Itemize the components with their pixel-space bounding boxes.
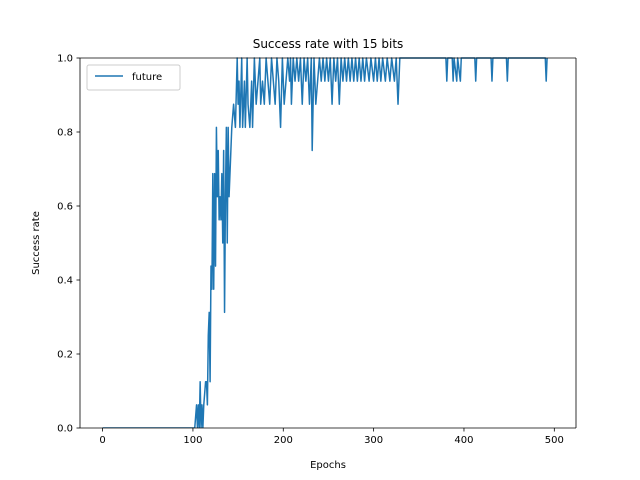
- axes-layer: [79, 57, 577, 429]
- y-axis-label: Success rate: [31, 211, 42, 275]
- y-ticks: 0.0 0.2 0.4 0.6 0.8 1.0: [57, 54, 80, 435]
- y-tick-label: 0.8: [57, 128, 73, 139]
- y-tick-label: 0.6: [57, 202, 73, 213]
- x-tick-label: 300: [364, 435, 383, 446]
- x-ticks: 0 100 200 300 400 500: [99, 428, 564, 446]
- x-axis-label: Epochs: [310, 460, 346, 471]
- y-tick-label: 0.0: [57, 424, 73, 435]
- series-line-future: [102, 57, 548, 428]
- y-tick-label: 0.4: [57, 276, 73, 287]
- x-tick-label: 400: [454, 435, 473, 446]
- x-tick-label: 0: [99, 435, 105, 446]
- x-tick-label: 100: [183, 435, 202, 446]
- y-tick-label: 0.2: [57, 350, 73, 361]
- x-tick-label: 500: [545, 435, 564, 446]
- legend: future: [86, 64, 181, 91]
- y-tick-label: 1.0: [57, 54, 73, 65]
- legend-label-future: future: [132, 72, 162, 83]
- chart-title: Success rate with 15 bits: [253, 37, 404, 51]
- plot-area: [80, 58, 576, 428]
- series-layer: [102, 57, 548, 428]
- legend-box: [86, 64, 181, 91]
- x-tick-label: 200: [274, 435, 293, 446]
